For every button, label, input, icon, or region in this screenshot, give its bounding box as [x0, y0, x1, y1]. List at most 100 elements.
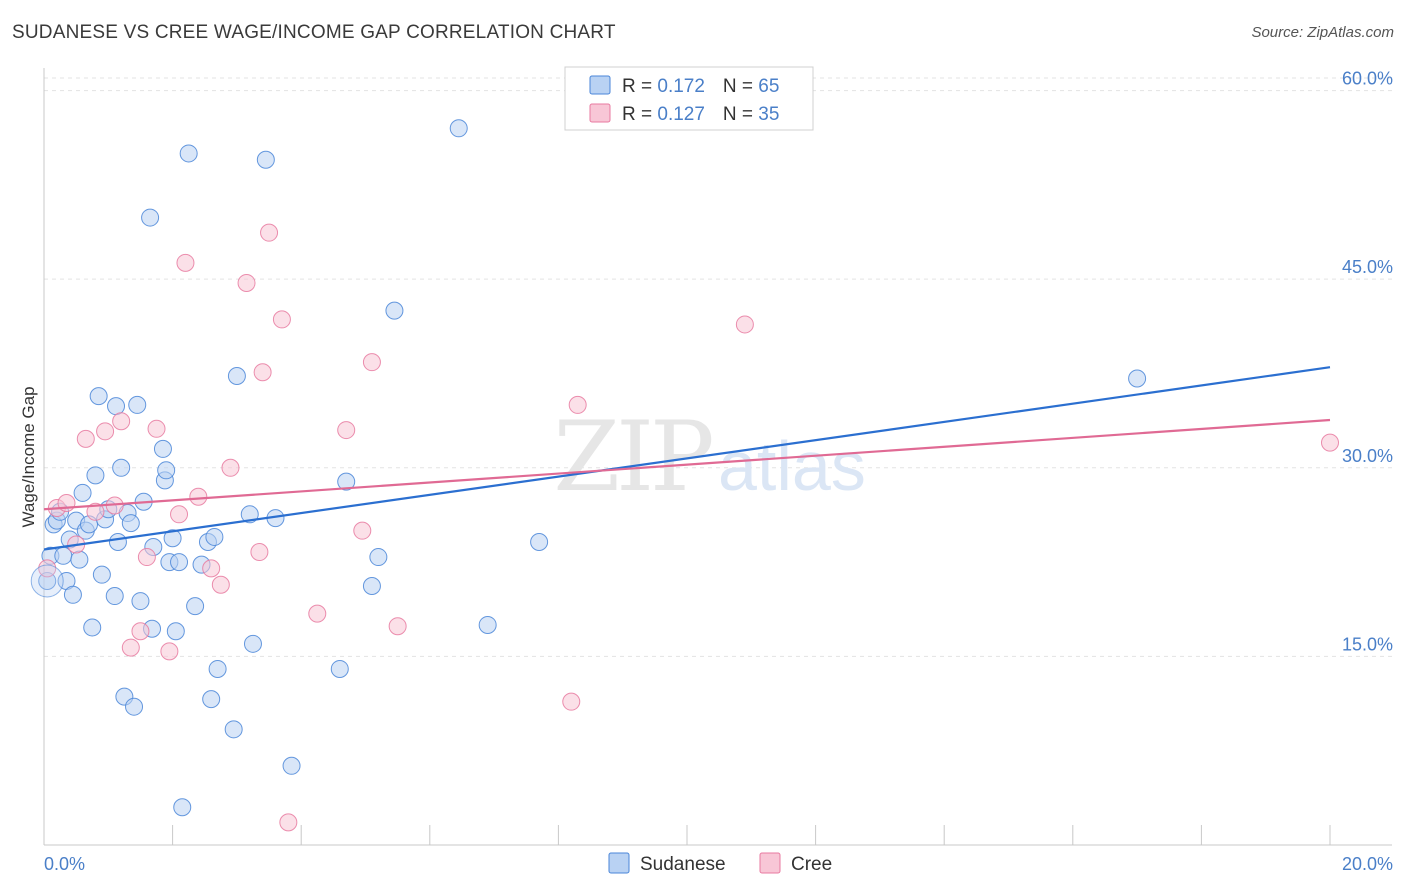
x-tick-label-0: 0.0%: [44, 854, 85, 874]
point-cree-17: [202, 559, 221, 578]
point-sudanese-49: [224, 720, 243, 739]
point-sudanese-17: [92, 565, 111, 584]
legend-swatch-sudanese: [608, 852, 630, 874]
point-cree-21: [250, 543, 269, 562]
point-cree-14: [170, 505, 189, 524]
point-cree-19: [221, 458, 240, 477]
point-cree-31: [562, 692, 581, 711]
point-sudanese-36: [157, 461, 176, 480]
stats-swatch-sudanese: [589, 75, 611, 95]
point-sudanese-48: [208, 659, 227, 678]
point-sudanese-22: [108, 532, 127, 551]
point-cree-29: [362, 353, 381, 372]
point-cree-20: [237, 273, 256, 292]
point-sudanese-50: [227, 366, 246, 385]
point-sudanese-52: [243, 634, 262, 653]
point-cree-16: [189, 487, 208, 506]
trend-line-sudanese: [43, 366, 1331, 551]
point-cree-18: [211, 575, 230, 594]
point-sudanese-62: [478, 615, 497, 634]
point-cree-27: [337, 421, 356, 440]
point-sudanese-41: [173, 798, 192, 817]
stats-legend: R = 0.172 N = 65 R = 0.127 N = 35: [564, 66, 814, 131]
point-sudanese-58: [362, 576, 381, 595]
point-sudanese-38: [163, 529, 182, 548]
legend-label-cree: Cree: [791, 854, 832, 875]
point-cree-12: [147, 419, 166, 438]
point-sudanese-57: [337, 472, 356, 491]
x-tick-label-1: 20.0%: [1342, 854, 1393, 874]
point-sudanese-8: [63, 585, 82, 604]
point-sudanese-42: [179, 144, 198, 163]
point-sudanese-59: [369, 548, 388, 567]
point-sudanese-29: [131, 592, 150, 611]
source-credit: Source: ZipAtlas.com: [1251, 24, 1394, 41]
axis-labels: 15.0% 30.0% 45.0% 60.0% 0.0% 20.0% Wage/Income…: [19, 69, 1393, 874]
point-sudanese-15: [86, 466, 105, 485]
point-sudanese-56: [330, 659, 349, 678]
point-sudanese-60: [385, 301, 404, 320]
point-sudanese-23: [112, 458, 131, 477]
point-cree-32: [568, 395, 587, 414]
point-sudanese-51: [240, 505, 259, 524]
stats-row-cree: R = 0.127 N = 35: [622, 104, 779, 125]
point-sudanese-21: [107, 397, 126, 416]
point-cree-34: [1321, 433, 1339, 452]
point-cree-26: [308, 604, 327, 623]
point-cree-23: [260, 223, 279, 242]
trend-lines: [43, 366, 1331, 551]
point-sudanese-61: [449, 119, 468, 138]
point-sudanese-20: [105, 587, 124, 606]
point-sudanese-64: [1128, 369, 1147, 388]
point-sudanese-26: [121, 514, 140, 533]
y-tick-label-0: 15.0%: [1342, 634, 1393, 654]
point-cree-0: [38, 559, 57, 578]
watermark-zip: ZIP: [553, 401, 712, 513]
point-cree-13: [160, 642, 179, 661]
point-cree-33: [735, 315, 754, 334]
watermark-atlas: atlas: [718, 427, 866, 505]
point-sudanese-39: [166, 622, 185, 641]
chart-title: SUDANESE VS CREE WAGE/INCOME GAP CORRELA…: [12, 22, 616, 43]
point-cluster-sudanese: [30, 564, 64, 598]
point-sudanese-11: [73, 483, 92, 502]
point-sudanese-40: [170, 553, 189, 572]
point-sudanese-46: [202, 690, 221, 709]
legend-swatch-cree: [759, 852, 781, 874]
data-points: [30, 119, 1339, 832]
point-cree-28: [353, 521, 372, 540]
grid: [44, 77, 1392, 657]
point-cree-30: [388, 617, 407, 636]
point-cree-4: [76, 429, 95, 448]
point-cree-5: [86, 502, 105, 521]
trend-line-cree: [43, 418, 1331, 511]
stats-row-sudanese: R = 0.172 N = 65: [622, 76, 779, 97]
point-sudanese-34: [153, 439, 172, 458]
point-sudanese-27: [125, 697, 144, 716]
point-sudanese-10: [70, 550, 89, 569]
point-cree-25: [279, 813, 298, 832]
y-axis-title: Wage/Income Gap: [19, 386, 38, 527]
point-cree-9: [121, 638, 140, 657]
point-sudanese-47: [205, 527, 224, 546]
legend-label-sudanese: Sudanese: [640, 854, 726, 875]
axes: [43, 68, 1392, 846]
y-tick-label-2: 45.0%: [1342, 257, 1393, 277]
point-sudanese-16: [89, 387, 108, 406]
point-cree-11: [137, 548, 156, 567]
series-legend: Sudanese Cree: [608, 852, 832, 875]
y-tick-label-3: 60.0%: [1342, 69, 1393, 89]
point-cree-24: [272, 310, 291, 329]
point-sudanese-63: [530, 532, 549, 551]
point-cree-22: [253, 363, 272, 382]
point-cree-15: [176, 253, 195, 272]
point-sudanese-43: [186, 597, 205, 616]
point-cree-8: [112, 412, 131, 431]
point-sudanese-55: [282, 756, 301, 775]
stats-swatch-cree: [589, 103, 611, 123]
point-cree-10: [131, 622, 150, 641]
point-sudanese-14: [83, 618, 102, 637]
point-sudanese-28: [128, 395, 147, 414]
point-sudanese-53: [256, 150, 275, 169]
watermark: ZIP atlas: [553, 401, 865, 513]
